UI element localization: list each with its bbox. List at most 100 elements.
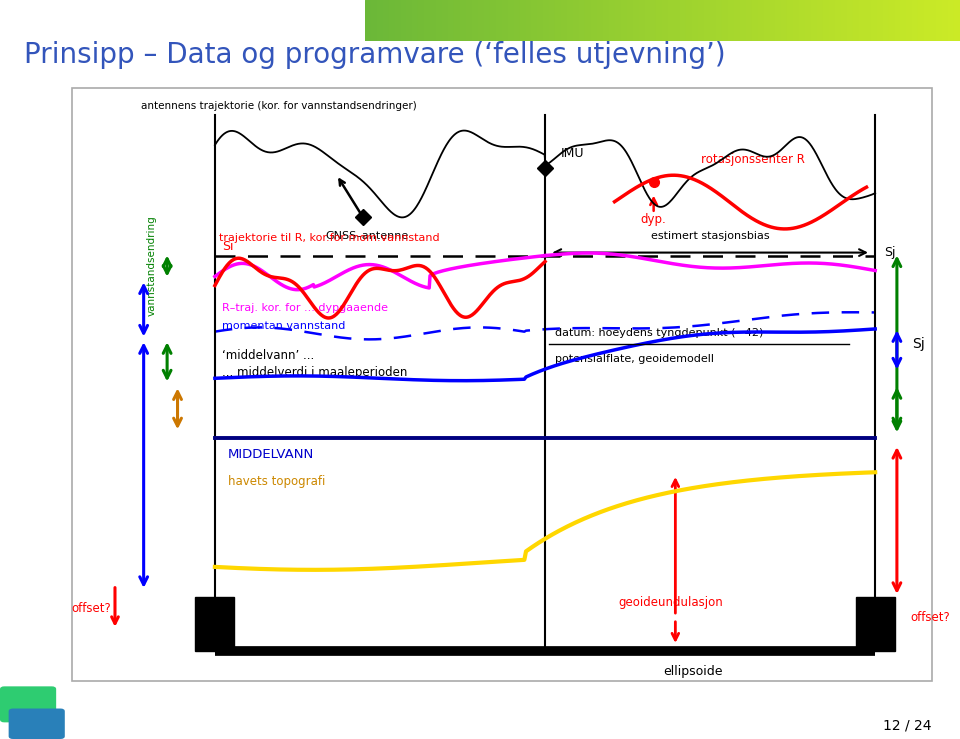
Bar xyxy=(763,0,770,41)
Bar xyxy=(805,0,811,41)
Bar xyxy=(638,0,644,41)
Bar xyxy=(514,0,519,41)
Bar xyxy=(942,0,948,41)
Bar xyxy=(371,0,376,41)
Bar xyxy=(906,0,912,41)
Bar xyxy=(800,0,805,41)
Bar xyxy=(424,0,430,41)
Bar xyxy=(876,0,882,41)
Text: Sj: Sj xyxy=(884,246,896,259)
Bar xyxy=(882,0,889,41)
Bar xyxy=(555,0,562,41)
Bar xyxy=(430,0,436,41)
Bar xyxy=(692,0,698,41)
Bar xyxy=(817,0,823,41)
Text: ‘middelvann’ ...: ‘middelvann’ ... xyxy=(222,349,314,362)
Bar xyxy=(448,0,454,41)
Bar xyxy=(823,0,829,41)
Bar xyxy=(855,597,895,650)
Bar xyxy=(406,0,413,41)
Bar xyxy=(376,0,383,41)
Bar xyxy=(538,0,543,41)
Bar xyxy=(746,0,752,41)
Text: momentan vannstand: momentan vannstand xyxy=(222,321,346,331)
Text: trajektorie til R, kor.for mom.vannstand: trajektorie til R, kor.for mom.vannstand xyxy=(219,233,440,242)
Bar xyxy=(793,0,800,41)
Bar xyxy=(657,0,662,41)
Bar xyxy=(859,0,865,41)
Bar xyxy=(365,0,371,41)
Bar xyxy=(478,0,484,41)
Bar xyxy=(716,0,722,41)
Bar xyxy=(389,0,395,41)
Text: potensialflate, geoidemodell: potensialflate, geoidemodell xyxy=(556,353,714,364)
Text: offset?: offset? xyxy=(72,602,111,616)
Bar xyxy=(525,0,532,41)
Bar xyxy=(847,0,852,41)
Bar xyxy=(508,0,514,41)
Bar xyxy=(519,0,525,41)
Text: GNSS–antenne: GNSS–antenne xyxy=(325,231,409,242)
Bar xyxy=(681,0,686,41)
Text: IMU: IMU xyxy=(561,147,585,160)
Bar xyxy=(413,0,419,41)
Bar xyxy=(484,0,490,41)
Text: 12 / 24: 12 / 24 xyxy=(882,719,931,732)
Bar xyxy=(919,0,924,41)
Bar xyxy=(591,0,597,41)
Bar xyxy=(852,0,859,41)
Text: dyp.: dyp. xyxy=(640,213,666,226)
Bar xyxy=(495,0,502,41)
Bar xyxy=(609,0,614,41)
Bar xyxy=(532,0,538,41)
Bar xyxy=(668,0,674,41)
Bar xyxy=(436,0,443,41)
Bar xyxy=(621,0,627,41)
Bar xyxy=(400,0,406,41)
Bar xyxy=(597,0,603,41)
Bar xyxy=(633,0,638,41)
Text: R–traj. kor. for ... dypgaaende: R–traj. kor. for ... dypgaaende xyxy=(222,303,388,313)
Bar xyxy=(573,0,579,41)
Bar xyxy=(936,0,942,41)
Bar xyxy=(543,0,549,41)
Bar xyxy=(698,0,704,41)
Bar xyxy=(704,0,710,41)
Bar xyxy=(829,0,835,41)
Text: offset?: offset? xyxy=(910,611,949,624)
Text: Sj: Sj xyxy=(912,337,924,351)
Bar xyxy=(562,0,567,41)
Bar xyxy=(871,0,876,41)
Bar xyxy=(930,0,936,41)
Bar xyxy=(674,0,681,41)
Bar xyxy=(776,0,781,41)
Bar xyxy=(912,0,919,41)
Bar xyxy=(954,0,960,41)
Bar xyxy=(722,0,728,41)
Bar xyxy=(395,0,400,41)
Bar xyxy=(585,0,591,41)
Text: geoideundulasjon: geoideundulasjon xyxy=(618,596,724,609)
Bar xyxy=(900,0,906,41)
Text: datum: hoeydens tyngdepunkt (~42): datum: hoeydens tyngdepunkt (~42) xyxy=(556,328,764,338)
Bar xyxy=(752,0,757,41)
Bar xyxy=(651,0,657,41)
Bar xyxy=(740,0,746,41)
Bar xyxy=(662,0,668,41)
Bar xyxy=(787,0,793,41)
Bar xyxy=(841,0,847,41)
FancyBboxPatch shape xyxy=(72,88,931,681)
Bar xyxy=(472,0,478,41)
Bar xyxy=(948,0,954,41)
Bar xyxy=(710,0,716,41)
Bar xyxy=(865,0,871,41)
Text: estimert stasjonsbias: estimert stasjonsbias xyxy=(651,231,769,242)
Text: Prinsipp – Data og programvare (‘felles utjevning’): Prinsipp – Data og programvare (‘felles … xyxy=(24,41,726,69)
Bar xyxy=(443,0,448,41)
Text: rotasjonssenter R: rotasjonssenter R xyxy=(702,153,805,166)
Bar xyxy=(419,0,424,41)
Bar xyxy=(924,0,930,41)
Bar xyxy=(502,0,508,41)
Bar xyxy=(770,0,776,41)
Bar xyxy=(549,0,555,41)
